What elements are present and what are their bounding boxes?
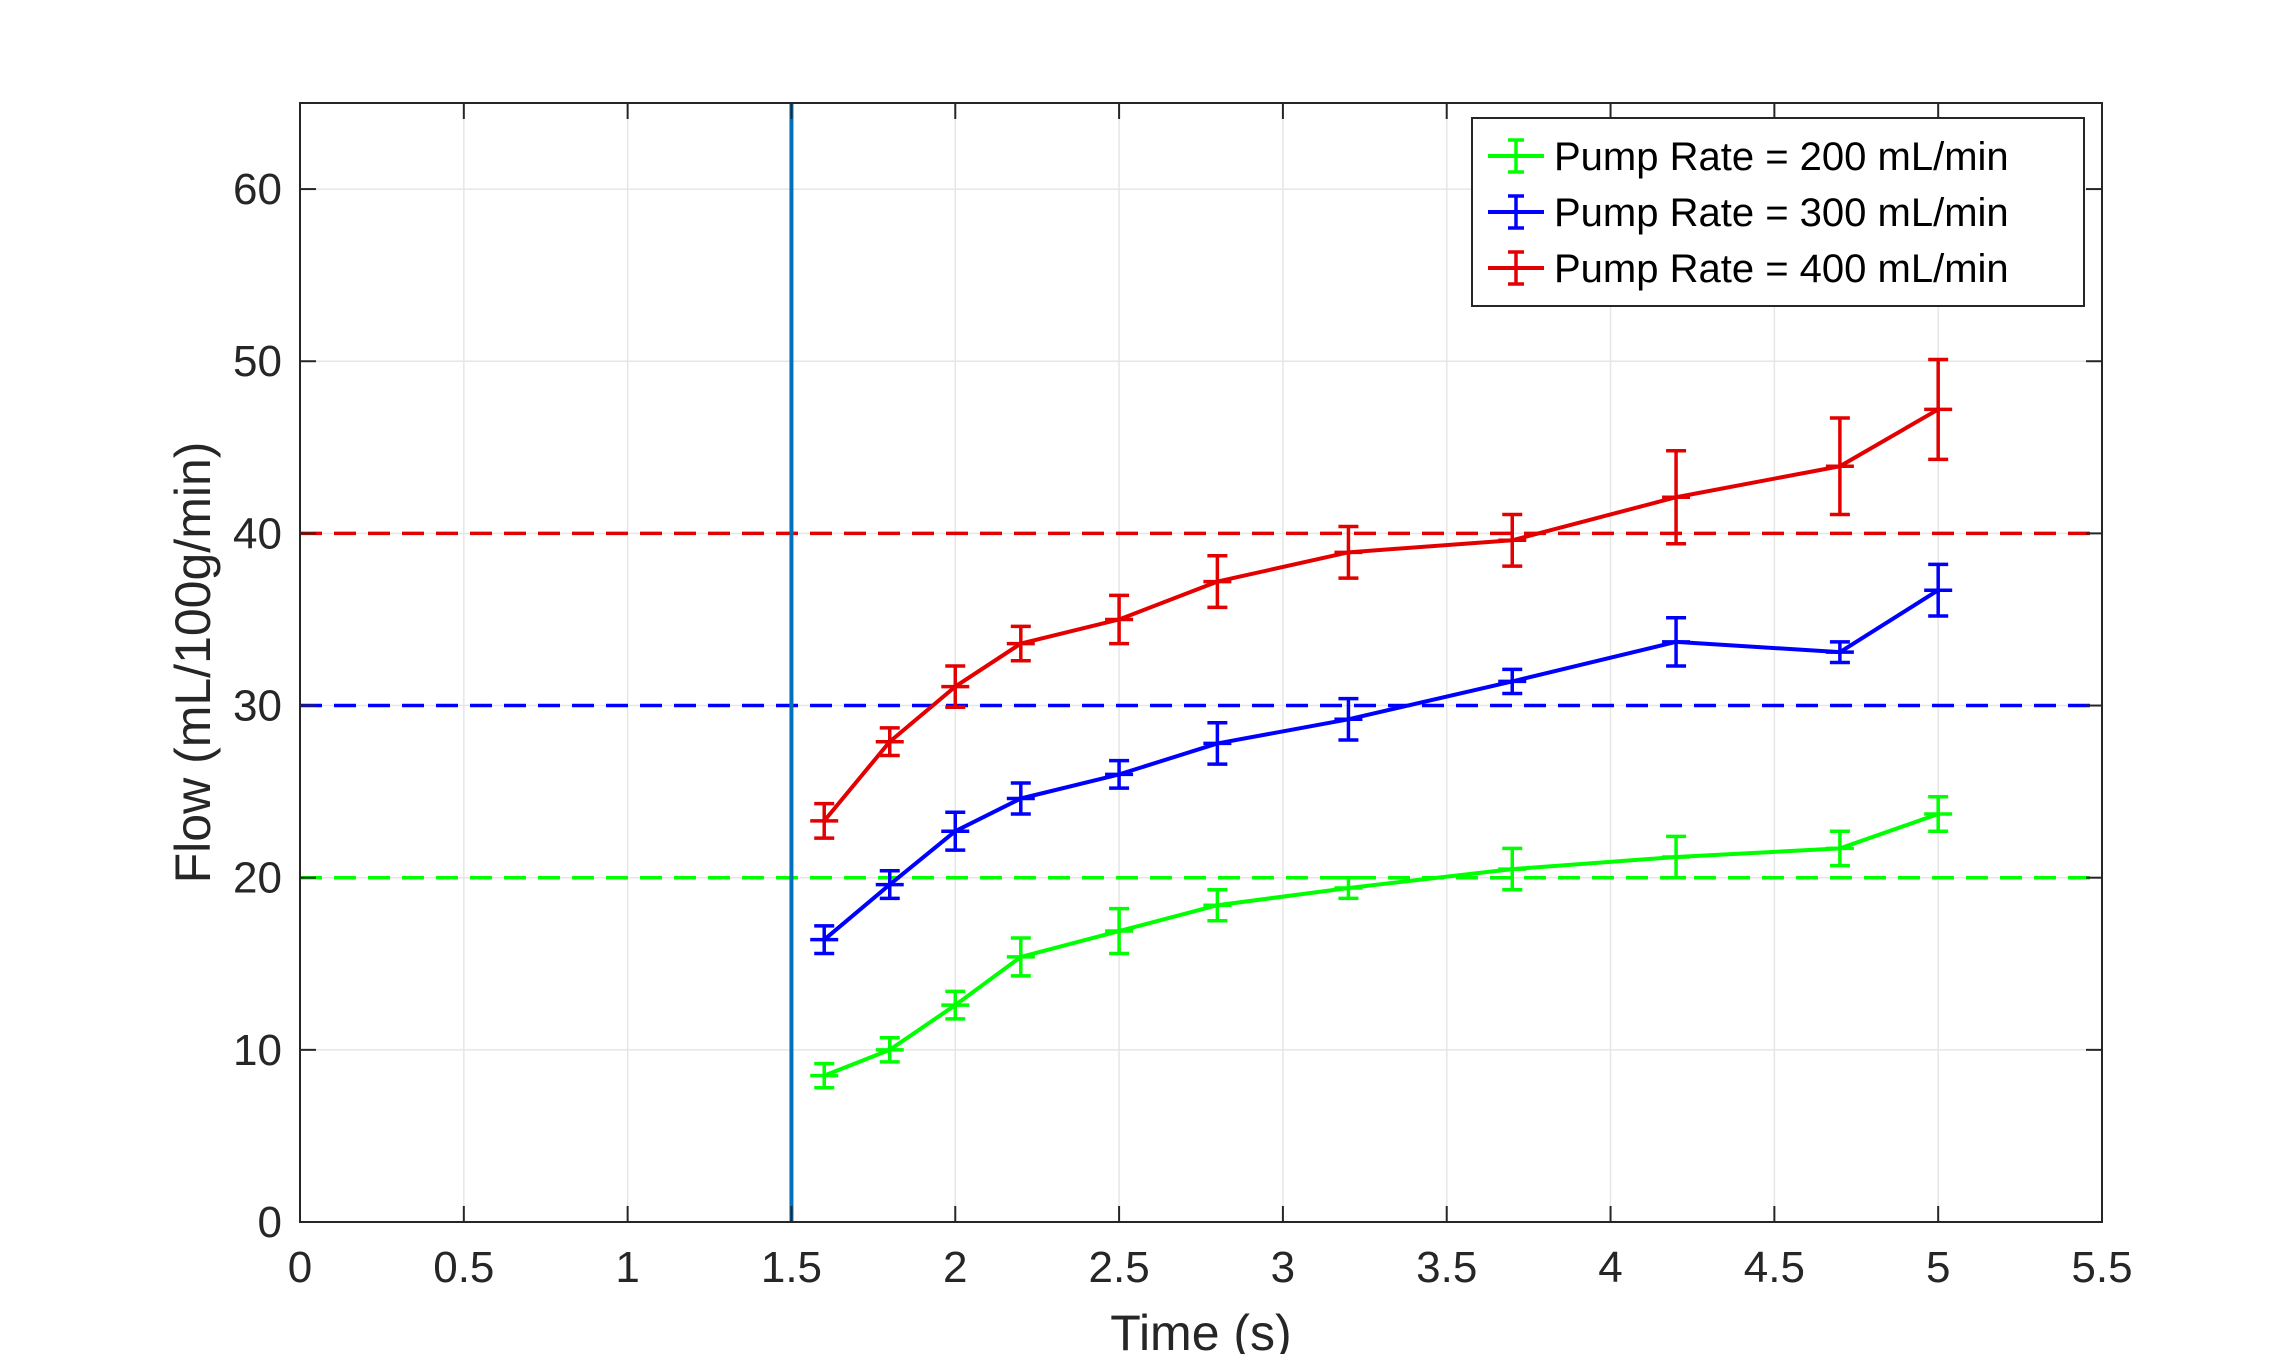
x-tick-label: 3 bbox=[1271, 1243, 1295, 1292]
y-tick-label: 50 bbox=[233, 337, 282, 386]
x-tick-label: 0.5 bbox=[433, 1243, 494, 1292]
error-bar bbox=[1203, 721, 1232, 766]
series-group bbox=[810, 357, 1953, 1090]
error-bar bbox=[1105, 758, 1134, 790]
error-bar bbox=[1006, 781, 1035, 816]
legend-box bbox=[1471, 117, 2085, 307]
error-bar bbox=[1825, 416, 1854, 517]
error-bar bbox=[1006, 936, 1035, 978]
reference-lines bbox=[300, 103, 2102, 1222]
error-bar bbox=[1105, 906, 1134, 956]
x-tick-label: 2 bbox=[943, 1243, 967, 1292]
error-bar bbox=[1662, 615, 1691, 668]
error-bar bbox=[810, 801, 839, 840]
plot-frame bbox=[299, 102, 2103, 1223]
error-bar bbox=[1203, 887, 1232, 923]
series-2 bbox=[810, 562, 1953, 956]
x-tick-label: 4 bbox=[1598, 1243, 1622, 1292]
x-tick-label: 1 bbox=[615, 1243, 639, 1292]
error-bar bbox=[1334, 524, 1363, 580]
error-bar bbox=[1662, 834, 1691, 880]
series-3 bbox=[810, 357, 1953, 840]
error-bar bbox=[941, 989, 970, 1021]
x-axis-title: Time (s) bbox=[1110, 1305, 1291, 1354]
error-bar bbox=[1825, 829, 1854, 868]
error-bar bbox=[1924, 562, 1953, 618]
y-axis-title: Flow (mL/100g/min) bbox=[165, 442, 221, 884]
error-bar bbox=[875, 726, 904, 758]
error-bar bbox=[1334, 875, 1363, 901]
error-bar bbox=[810, 1061, 839, 1090]
error-bar bbox=[1825, 640, 1854, 665]
error-bar bbox=[1924, 795, 1953, 833]
error-bar bbox=[941, 664, 970, 710]
y-tick-label: 30 bbox=[233, 682, 282, 731]
x-tick-label: 3.5 bbox=[1416, 1243, 1477, 1292]
x-tick-label: 2.5 bbox=[1089, 1243, 1150, 1292]
error-bar bbox=[1662, 449, 1691, 546]
legend: Pump Rate = 200 mL/min Pump Rate = 300 mL… bbox=[1471, 117, 2085, 307]
error-bar bbox=[875, 869, 904, 901]
x-tick-label: 0 bbox=[288, 1243, 312, 1292]
legend-item: Pump Rate = 400 mL/min bbox=[1488, 247, 2009, 291]
series-1 bbox=[810, 795, 1953, 1090]
y-tick-label: 20 bbox=[233, 854, 282, 903]
error-bar bbox=[1924, 357, 1953, 462]
x-tick-label: 5 bbox=[1926, 1243, 1950, 1292]
legend-item: Pump Rate = 300 mL/min bbox=[1488, 191, 2009, 235]
x-tick-label: 4.5 bbox=[1744, 1243, 1805, 1292]
error-bar bbox=[810, 924, 839, 956]
y-tick-label: 60 bbox=[233, 165, 282, 214]
y-tick-label: 10 bbox=[233, 1026, 282, 1075]
y-tick-label: 0 bbox=[258, 1198, 282, 1247]
legend-item: Pump Rate = 200 mL/min bbox=[1488, 135, 2009, 179]
error-bar bbox=[1006, 624, 1035, 663]
error-bar bbox=[875, 1036, 904, 1064]
error-bar bbox=[1498, 512, 1527, 568]
axis-ticks: 0 0.5 1 1.5 2 2.5 3 3.5 4 4.5 5 5.5 0 10 20 30 40 50 60 bbox=[233, 103, 2133, 1292]
legend-label: Pump Rate = 400 mL/min bbox=[1554, 247, 2009, 291]
y-tick-label: 40 bbox=[233, 509, 282, 558]
legend-label: Pump Rate = 300 mL/min bbox=[1554, 191, 2009, 235]
error-bar bbox=[1498, 667, 1527, 696]
error-bar bbox=[1334, 696, 1363, 742]
x-tick-label: 1.5 bbox=[761, 1243, 822, 1292]
legend-label: Pump Rate = 200 mL/min bbox=[1554, 135, 2009, 179]
error-bar bbox=[1105, 593, 1134, 646]
x-tick-label: 5.5 bbox=[2071, 1243, 2132, 1292]
error-bar bbox=[1203, 554, 1232, 610]
error-bar bbox=[1498, 846, 1527, 892]
error-bar bbox=[941, 810, 970, 852]
